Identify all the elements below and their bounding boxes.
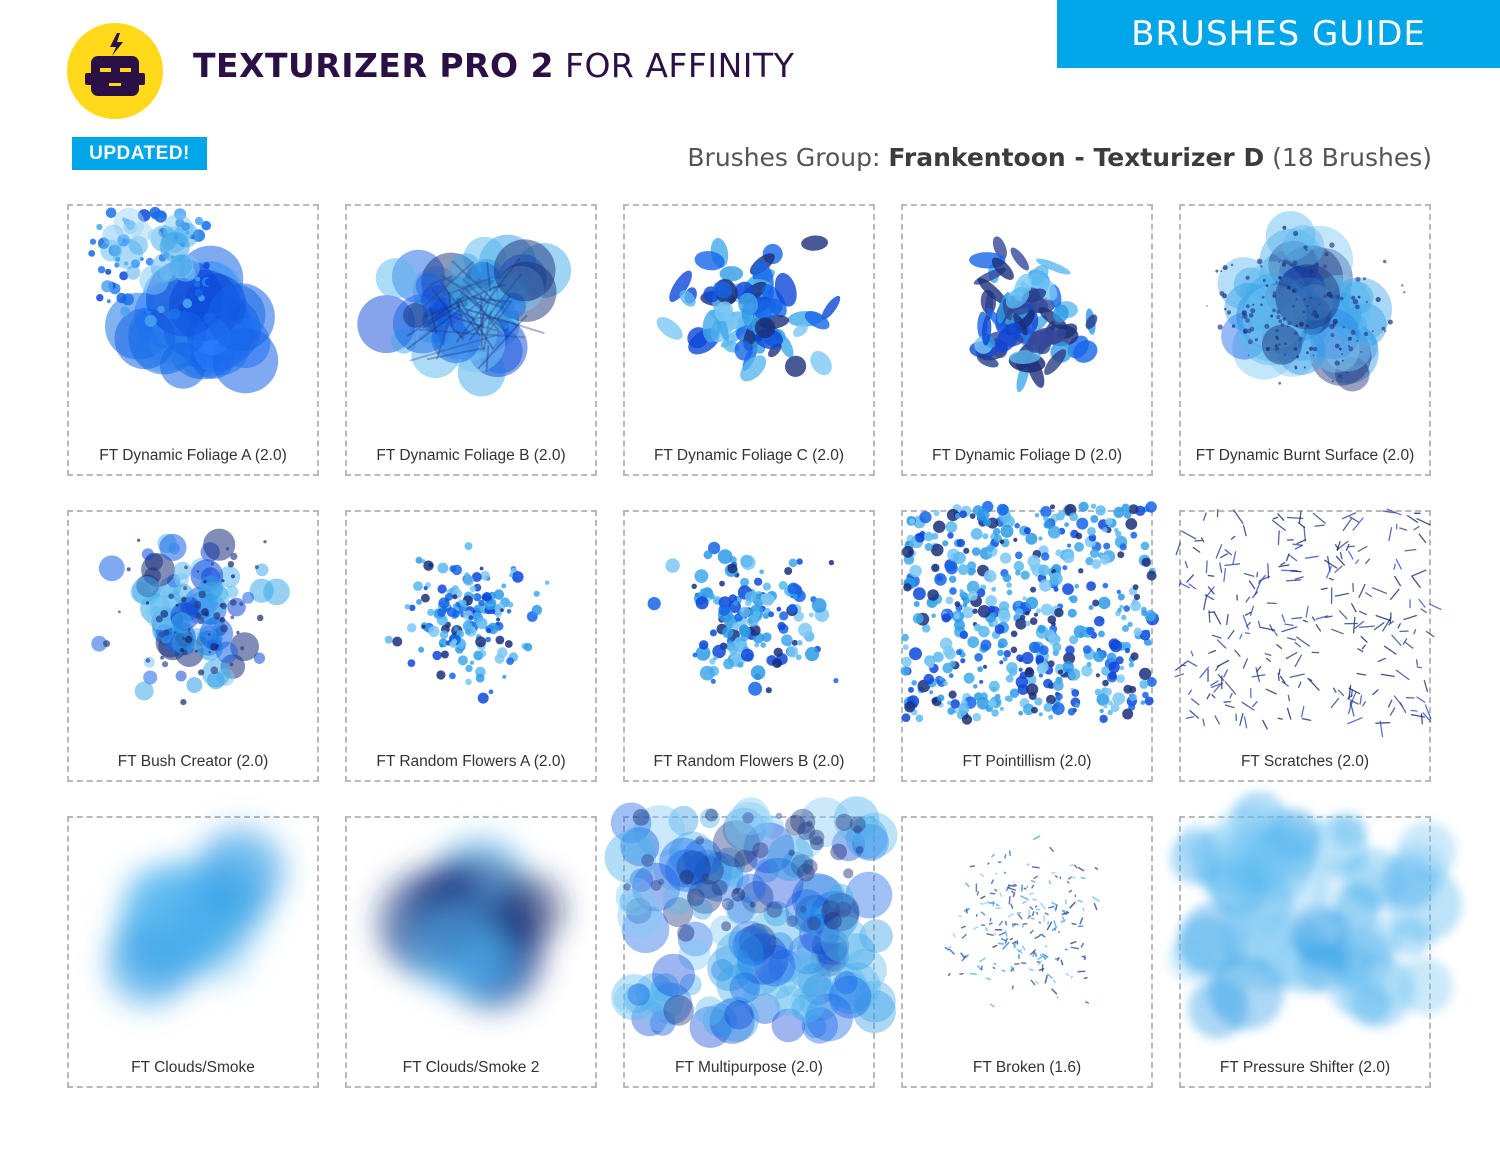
brush-label: FT Dynamic Burnt Surface (2.0) — [1195, 447, 1415, 464]
group-prefix: Brushes Group: — [687, 143, 881, 172]
brush-label: FT Dynamic Foliage B (2.0) — [376, 447, 566, 464]
brush-card: FT Clouds/Smoke — [67, 816, 319, 1088]
brush-card: FT Pressure Shifter (2.0) — [1167, 791, 1462, 1088]
brush-label: FT Random Flowers B (2.0) — [653, 753, 845, 770]
brush-card: FT Dynamic Burnt Surface (2.0) — [1179, 204, 1431, 476]
brush-label: FT Dynamic Foliage C (2.0) — [653, 447, 845, 464]
brush-label: FT Broken (1.6) — [972, 1059, 1082, 1076]
brush-label: FT Clouds/Smoke — [131, 1059, 255, 1076]
brush-label: FT Multipurpose (2.0) — [675, 1059, 823, 1076]
brush-card: FT Scratches (2.0) — [1174, 508, 1442, 782]
brush-card: FT Dynamic Foliage C (2.0) — [623, 204, 875, 476]
brush-label: FT Dynamic Foliage D (2.0) — [931, 447, 1123, 464]
brush-label: FT Scratches (2.0) — [1240, 753, 1370, 770]
brush-stroke-preview-icon — [377, 834, 565, 1011]
brush-card: FT Dynamic Foliage A (2.0) — [67, 204, 319, 476]
brush-label: FT Pointillism (2.0) — [962, 753, 1092, 770]
brush-card: FT Random Flowers A (2.0) — [345, 510, 597, 782]
brush-stroke-preview-icon — [1174, 508, 1442, 738]
brush-stroke-preview-icon — [656, 235, 841, 382]
brush-stroke-preview-icon — [900, 500, 1159, 725]
brush-stroke-preview-icon — [106, 826, 287, 1007]
banner-label: BRUSHES GUIDE — [1131, 14, 1426, 54]
brush-label: FT Random Flowers A (2.0) — [376, 753, 566, 770]
brush-card: FT Broken (1.6) — [901, 816, 1153, 1088]
brush-label: FT Dynamic Foliage A (2.0) — [99, 447, 287, 464]
brushes-guide-banner: BRUSHES GUIDE — [1057, 0, 1500, 68]
brush-card: FT Clouds/Smoke 2 — [345, 816, 597, 1088]
brush-stroke-preview-icon — [384, 542, 550, 704]
frankentoon-logo-icon — [67, 23, 163, 119]
brush-label: FT Pressure Shifter (2.0) — [1219, 1059, 1391, 1076]
title-regular: FOR AFFINITY — [564, 46, 795, 85]
brush-grid: FT Dynamic Foliage A (2.0) FT Dynamic Fol… — [67, 204, 1462, 1092]
brush-stroke-preview-icon — [969, 236, 1098, 393]
brush-stroke-preview-icon — [91, 528, 290, 706]
brush-stroke-preview-icon — [1206, 211, 1406, 392]
brushes-group-line: Brushes Group: Frankentoon - Texturizer … — [687, 143, 1432, 172]
brush-card: FT Dynamic Foliage B (2.0) — [345, 204, 597, 476]
group-name: Frankentoon - Texturizer D — [888, 143, 1265, 172]
group-count: (18 Brushes) — [1272, 143, 1432, 172]
brush-label: FT Bush Creator (2.0) — [117, 753, 269, 770]
brush-card: FT Random Flowers B (2.0) — [623, 510, 875, 782]
updated-badge-label: UPDATED! — [89, 142, 190, 164]
brush-stroke-preview-icon — [1167, 791, 1462, 1039]
brush-card: FT Bush Creator (2.0) — [67, 510, 319, 782]
brush-stroke-preview-icon — [604, 796, 898, 1048]
brush-card: FT Pointillism (2.0) — [900, 500, 1159, 782]
brush-card: FT Dynamic Foliage D (2.0) — [901, 204, 1153, 476]
brush-stroke-preview-icon — [88, 206, 279, 394]
title-bold: TEXTURIZER PRO 2 — [193, 46, 554, 85]
updated-badge: UPDATED! — [72, 137, 207, 170]
brush-stroke-preview-icon — [647, 541, 839, 696]
brush-label: FT Clouds/Smoke 2 — [402, 1059, 540, 1076]
brush-stroke-preview-icon — [944, 835, 1100, 1008]
brush-stroke-preview-icon — [357, 234, 572, 397]
brush-card: FT Multipurpose (2.0) — [604, 796, 898, 1088]
app-title: TEXTURIZER PRO 2 FOR AFFINITY — [193, 46, 794, 92]
